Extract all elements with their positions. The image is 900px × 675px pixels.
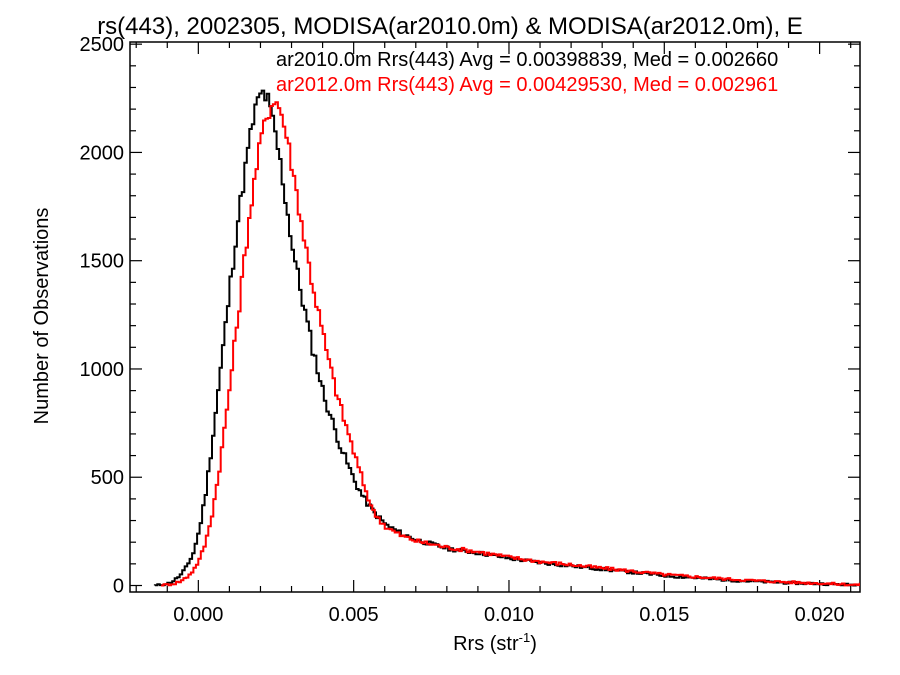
x-tick-label: 0.020 [795,604,845,626]
y-tick-label: 1000 [80,359,125,381]
x-tick-label: 0.005 [329,604,379,626]
y-tick-label: 2000 [80,142,125,164]
plot-border [129,41,861,593]
y-tick-label: 0 [113,576,124,598]
chart-title: rs(443), 2002305, MODISA(ar2010.0m) & MO… [97,13,803,40]
y-tick-label: 2500 [80,34,125,56]
y-axis-label: Number of Observations [31,208,53,425]
x-axis: 0.000 0.005 0.010 0.015 0.020 [135,42,852,626]
y-tick-label: 1500 [80,251,125,273]
legend: ar2010.0m Rrs(443) Avg = 0.00398839, Med… [276,49,778,96]
x-tick-label: 0.015 [639,604,689,626]
x-axis-label-superscript: -1 [519,630,531,645]
series-line-ar2012.0m [161,101,860,587]
legend-entry-ar2012.0m: ar2012.0m Rrs(443) Avg = 0.00429530, Med… [276,74,778,96]
legend-entry-ar2010.0m: ar2010.0m Rrs(443) Avg = 0.00398839, Med… [276,49,778,71]
plot-frame [129,41,861,593]
series-line-ar2010.0m [153,89,860,587]
x-tick-label: 0.000 [173,604,223,626]
x-tick-label: 0.010 [484,604,534,626]
y-tick-label: 500 [91,467,124,489]
series-layer [153,89,860,587]
y-axis: 0 500 1000 1500 2000 2500 [80,34,860,598]
x-axis-label: Rrs (str-1) [453,630,537,655]
